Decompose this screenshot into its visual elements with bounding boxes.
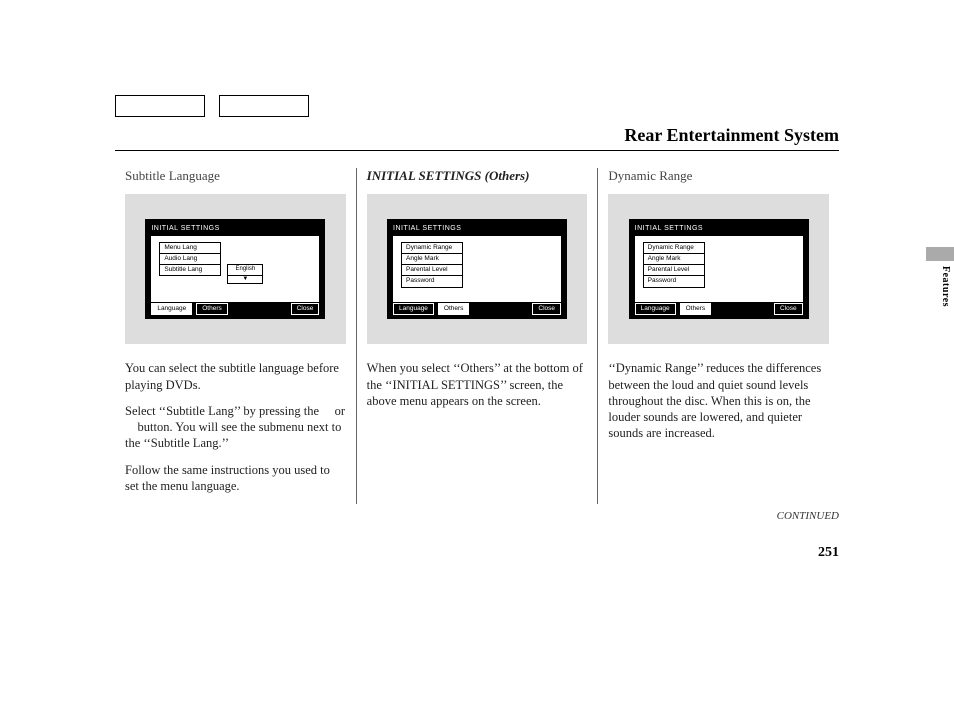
- tab-close: Close: [774, 303, 803, 315]
- page-number: 251: [818, 545, 839, 561]
- column: INITIAL SETTINGS (Others) INITIAL SETTING…: [356, 168, 598, 504]
- column: Dynamic Range INITIAL SETTINGS Dynamic Ran…: [597, 168, 839, 504]
- screen-content: Dynamic RangeAngle MarkParental LevelPas…: [393, 236, 561, 302]
- menu-item: Subtitle Lang: [159, 264, 221, 276]
- screen-title: INITIAL SETTINGS: [393, 225, 561, 234]
- tab-others: Others: [196, 303, 228, 315]
- tab-close: Close: [532, 303, 561, 315]
- column-heading: INITIAL SETTINGS (Others): [367, 168, 588, 184]
- placeholder-box: [115, 95, 205, 117]
- tab-language: Language: [393, 303, 434, 315]
- paragraph: When you select ‘‘Others’’ at the bottom…: [367, 360, 588, 409]
- screen-illustration: INITIAL SETTINGSMenu LangAudio LangSubti…: [125, 194, 346, 344]
- paragraph: You can select the subtitle language bef…: [125, 360, 346, 393]
- menu-item: Password: [643, 275, 705, 287]
- screen-illustration: INITIAL SETTINGS Dynamic RangeAngle MarkP…: [608, 194, 829, 344]
- header-placeholder-boxes: [115, 95, 309, 117]
- screen-content: Menu LangAudio LangSubtitle LangEnglish▼: [151, 236, 319, 302]
- device-screen: INITIAL SETTINGS Dynamic RangeAngle MarkP…: [629, 219, 809, 319]
- column-body: ‘‘Dynamic Range’’ reduces the difference…: [608, 360, 829, 441]
- device-screen: INITIAL SETTINGSMenu LangAudio LangSubti…: [145, 219, 325, 319]
- column: Subtitle Language INITIAL SETTINGSMenu La…: [115, 168, 356, 504]
- screen-tabs: Language Others Close: [393, 303, 561, 315]
- screen-title: INITIAL SETTINGS: [151, 225, 319, 234]
- menu-list: Dynamic RangeAngle MarkParental LevelPas…: [643, 242, 795, 287]
- tab-others: Others: [438, 303, 470, 315]
- submenu: English▼: [227, 264, 263, 284]
- page-title: Rear Entertainment System: [624, 125, 839, 146]
- menu-item: Password: [401, 275, 463, 287]
- section-tab-marker: [926, 247, 954, 261]
- continued-label: CONTINUED: [777, 510, 839, 522]
- submenu-arrow-icon: ▼: [227, 276, 263, 284]
- screen-content: Dynamic RangeAngle MarkParental LevelPas…: [635, 236, 803, 302]
- placeholder-box: [219, 95, 309, 117]
- manual-page: Rear Entertainment System Features Subti…: [0, 0, 954, 710]
- column-heading: Subtitle Language: [125, 168, 346, 184]
- submenu-item: English: [227, 264, 263, 276]
- paragraph: ‘‘Dynamic Range’’ reduces the difference…: [608, 360, 829, 441]
- column-body: You can select the subtitle language bef…: [125, 360, 346, 494]
- screen-tabs: Language Others Close: [635, 303, 803, 315]
- screen-illustration: INITIAL SETTINGS Dynamic RangeAngle MarkP…: [367, 194, 588, 344]
- column-body: When you select ‘‘Others’’ at the bottom…: [367, 360, 588, 409]
- tab-others: Others: [680, 303, 712, 315]
- tab-language: Language: [151, 303, 192, 315]
- content-columns: Subtitle Language INITIAL SETTINGSMenu La…: [115, 168, 839, 504]
- section-tab-label: Features: [940, 266, 951, 307]
- tab-close: Close: [291, 303, 320, 315]
- horizontal-rule: [115, 150, 839, 151]
- menu-list: Dynamic RangeAngle MarkParental LevelPas…: [401, 242, 553, 287]
- tab-language: Language: [635, 303, 676, 315]
- paragraph: Select ‘‘Subtitle Lang’’ by pressing the…: [125, 403, 346, 452]
- device-screen: INITIAL SETTINGS Dynamic RangeAngle MarkP…: [387, 219, 567, 319]
- paragraph: Follow the same instructions you used to…: [125, 462, 346, 495]
- screen-tabs: Language Others Close: [151, 303, 319, 315]
- screen-title: INITIAL SETTINGS: [635, 225, 803, 234]
- column-heading: Dynamic Range: [608, 168, 829, 184]
